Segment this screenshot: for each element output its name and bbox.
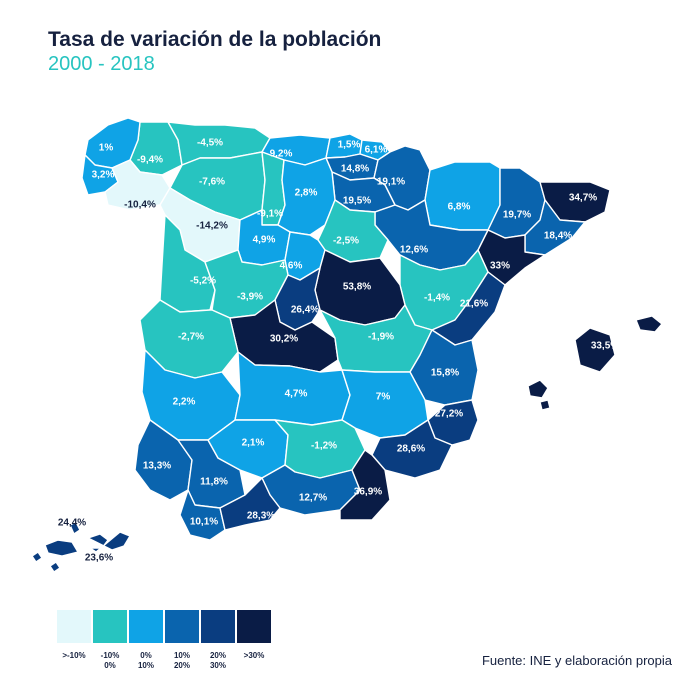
province-illes-balears-island (527, 379, 549, 399)
province-value-label: -9,1% (257, 209, 283, 220)
province-value-label: 1% (99, 143, 114, 154)
province-shapes (31, 117, 663, 573)
legend-swatch (165, 610, 199, 643)
province-value-label: 19,1% (377, 177, 405, 188)
province-santa-cruz-de-tenerife-island (31, 551, 43, 563)
province-value-label: 4,9% (253, 235, 276, 246)
legend-item: 10% 20% (165, 610, 199, 670)
source-note: Fuente: INE y elaboración propia (481, 653, 672, 668)
province-santa-cruz-de-tenerife (44, 539, 79, 557)
province-value-label: 4,6% (280, 261, 303, 272)
legend-label: >-10% (62, 651, 86, 660)
province-value-label: 4,7% (285, 389, 308, 400)
province-value-label: -2,5% (333, 236, 359, 247)
legend-swatch (237, 610, 271, 643)
province-illes-balears-island (539, 399, 551, 411)
province-value-label: 26,4% (291, 305, 319, 316)
province-value-label: 2,1% (242, 438, 265, 449)
legend-item: >30% (237, 610, 271, 660)
province-value-label: 27,2% (435, 409, 463, 420)
province-salamanca (159, 214, 216, 313)
province-value-label: 36,9% (354, 487, 382, 498)
province-value-label: 30,2% (270, 334, 298, 345)
province-value-label: 2,8% (295, 188, 318, 199)
province-value-label: 23,6% (85, 553, 113, 564)
province-value-label: 33% (490, 261, 510, 272)
legend-swatch (201, 610, 235, 643)
province-value-label: 21,6% (460, 299, 488, 310)
province-value-label: 2,2% (173, 397, 196, 408)
province-value-label: 24,4% (58, 518, 86, 529)
province-las-palmas (87, 531, 131, 553)
province-value-label: -14,2% (196, 221, 228, 232)
map-subtitle: 2000 - 2018 (48, 53, 155, 75)
province-value-label: -9,4% (137, 155, 163, 166)
province-value-label: 13,3% (143, 461, 171, 472)
province-value-label: 28,3% (247, 511, 275, 522)
province-value-label: 6,1% (365, 145, 388, 156)
legend-label: 0% 10% (137, 651, 154, 670)
legend-item: -10% 0% (93, 610, 127, 670)
province-value-label: 12,7% (299, 493, 327, 504)
province-value-label: -10,4% (124, 200, 156, 211)
map-title: Tasa de variación de la población (48, 28, 382, 51)
province-value-label: 1,5% (338, 140, 361, 151)
province-value-label: -5,2% (190, 276, 216, 287)
province-value-label: -1,4% (424, 293, 450, 304)
province-value-label: 7% (376, 392, 391, 403)
spain-province-map: -9,4% 1% 3,2% -10,4% -4,5% 9,2% 1,5% 6,1% 14,8% 1… (31, 117, 663, 573)
province-value-label: -4,5% (197, 138, 223, 149)
province-value-label: 15,8% (431, 368, 459, 379)
legend-item: 20% 30% (201, 610, 235, 670)
province-cadiz (179, 489, 226, 541)
province-huesca (424, 161, 501, 231)
province-value-label: 3,2% (92, 170, 115, 181)
province-value-label: -1,2% (311, 441, 337, 452)
province-burgos (277, 157, 336, 236)
province-value-label: 12,6% (400, 245, 428, 256)
province-santa-cruz-de-tenerife-island (49, 561, 61, 573)
province-value-label: 19,7% (503, 210, 531, 221)
province-caceres (139, 299, 239, 379)
province-value-label: 6,8% (448, 202, 471, 213)
province-labels: -9,4% 1% 3,2% -10,4% -4,5% 9,2% 1,5% 6,1% 14,8% 1… (58, 138, 619, 564)
legend-label: >30% (243, 651, 265, 660)
province-value-label: 19,5% (343, 196, 371, 207)
legend-swatch (57, 610, 91, 643)
province-santa-cruz-de-tenerife-island (69, 521, 81, 535)
legend-label: -10% 0% (100, 651, 120, 670)
province-value-label: -1,9% (368, 332, 394, 343)
province-value-label: -3,9% (237, 292, 263, 303)
legend-swatch (93, 610, 127, 643)
legend-item: 0% 10% (129, 610, 163, 670)
province-value-label: 33,5% (591, 341, 619, 352)
legend-label: 20% 30% (209, 651, 226, 670)
province-value-label: 10,1% (190, 517, 218, 528)
province-value-label: 28,6% (397, 444, 425, 455)
province-almeria (339, 449, 391, 521)
province-value-label: 53,8% (343, 282, 371, 293)
legend-label: 10% 20% (173, 651, 190, 670)
province-malaga (219, 477, 281, 531)
province-value-label: 11,8% (200, 477, 228, 488)
legend-swatch (129, 610, 163, 643)
province-illes-balears-island (635, 315, 663, 333)
province-value-label: -7,6% (199, 177, 225, 188)
province-illes-balears (574, 327, 616, 373)
province-value-label: 34,7% (569, 193, 597, 204)
province-value-label: 9,2% (270, 149, 293, 160)
legend-item: >-10% (57, 610, 91, 660)
province-value-label: 14,8% (341, 164, 369, 175)
province-value-label: -2,7% (178, 332, 204, 343)
province-value-label: 18,4% (544, 231, 572, 242)
